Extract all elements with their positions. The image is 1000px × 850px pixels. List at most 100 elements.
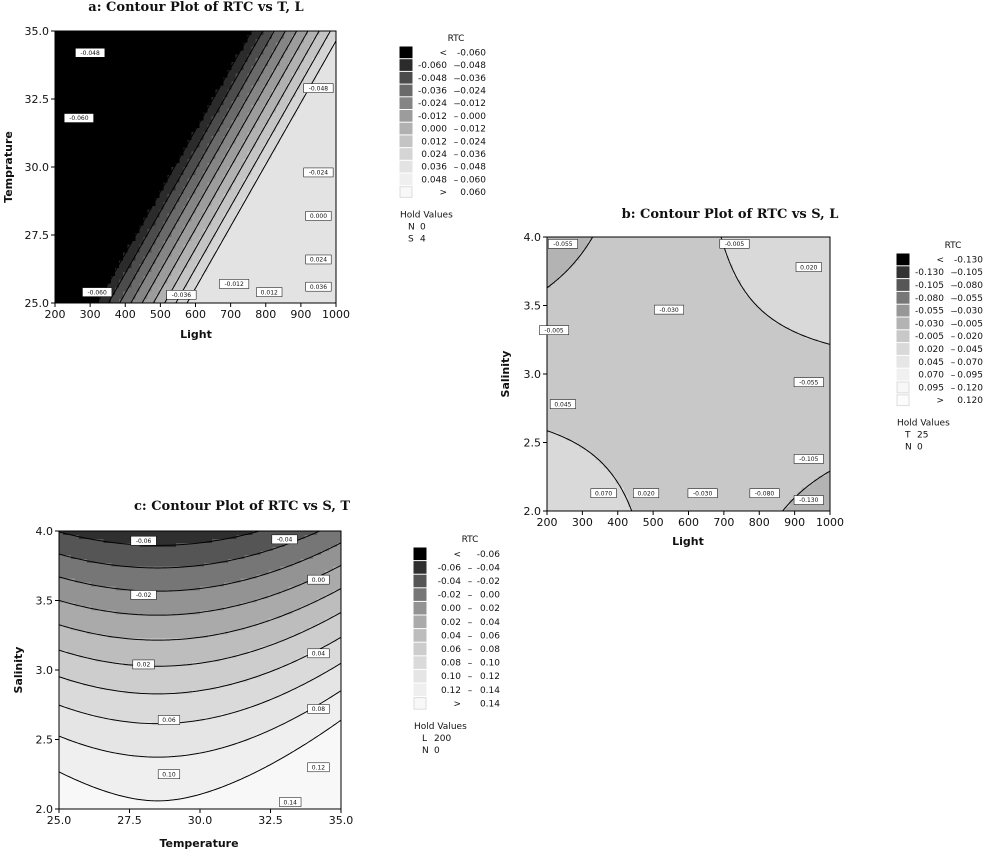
legend-range-high: -0.04	[477, 563, 501, 573]
legend-range-high: 0.02	[480, 604, 500, 614]
x-tick-label: 800	[255, 308, 276, 321]
panel-c-contour-labels: -0.06 -0.04 -0.02 0.00 0.02 0.04 0.06 0.08 0.10 0…	[130, 534, 330, 807]
x-tick-label: 1000	[322, 308, 350, 321]
legend-swatch	[399, 122, 413, 135]
contour-label: 0.02	[137, 662, 151, 669]
legend-range-high: 0.14	[480, 699, 500, 709]
legend-range-dash: –	[454, 99, 459, 109]
contour-label: 0.12	[312, 765, 326, 772]
y-tick-label: 35.0	[25, 25, 50, 38]
legend-swatch	[399, 71, 413, 84]
contour-label: -0.04	[277, 537, 293, 544]
panel-a-axes: 200 300 400 500 600 700 800 900 1000 25.0 27.5 30.0…	[25, 25, 351, 321]
legend-swatch	[896, 253, 910, 266]
legend-range-low: 0.045	[918, 358, 944, 368]
x-tick-label: 400	[115, 308, 136, 321]
legend-range-high: -0.105	[954, 268, 983, 278]
legend-swatch	[413, 683, 427, 697]
legend-range-dash: –	[951, 371, 956, 381]
legend-range-high: 0.060	[460, 175, 486, 185]
x-tick-label: 600	[185, 308, 206, 321]
contour-label: -0.02	[136, 592, 152, 599]
panel-a-contour-line-6	[165, 31, 320, 303]
x-tick-label: 700	[713, 516, 734, 529]
panel-a: a: Contour Plot of RTC vs T, L 200 300 400…	[2, 0, 486, 341]
contour-label: 0.06	[162, 717, 176, 724]
legend-range-dash: –	[468, 631, 473, 641]
legend-swatch	[896, 381, 910, 394]
legend-swatch	[896, 304, 910, 317]
contour-label-box	[130, 535, 157, 546]
legend-range-high: 0.070	[957, 358, 983, 368]
x-tick-label: 400	[607, 516, 628, 529]
x-tick-label: 300	[572, 516, 593, 529]
legend-swatch	[399, 84, 413, 97]
legend-range-high: -0.024	[457, 86, 486, 96]
legend-swatch	[399, 46, 413, 59]
legend-range-high: 0.045	[957, 345, 983, 355]
panel-a-contour-line-0	[97, 31, 252, 303]
contour-label-box	[749, 488, 780, 498]
legend-swatch	[413, 601, 427, 615]
legend-range-low: <	[453, 550, 461, 560]
panel-a-ylabel: Temprature	[2, 131, 15, 203]
legend-swatch	[896, 355, 910, 368]
legend-range-dash: –	[951, 319, 956, 329]
contour-label: -0.105	[799, 456, 819, 463]
legend-range-high: 0.036	[460, 150, 486, 160]
legend-range-dash: –	[454, 175, 459, 185]
contour-label-box	[305, 281, 332, 292]
contour-label-box	[157, 769, 181, 779]
hold-values-title: Hold Values	[897, 419, 950, 429]
legend-range-low: -0.005	[915, 332, 944, 342]
panel-b-contour-line-6	[547, 237, 830, 511]
contour-label-box	[256, 287, 283, 297]
panel-c-title: c: Contour Plot of RTC vs S, T	[134, 499, 350, 514]
legend-range-low: -0.105	[915, 281, 944, 291]
legend-range-dash: –	[951, 268, 956, 278]
contour-label-box	[547, 239, 578, 249]
y-tick-label: 4.0	[36, 525, 54, 538]
contour-label: 0.024	[310, 257, 327, 264]
panel-c-xlabel: Temperature	[159, 837, 238, 850]
legend-range-low: -0.036	[418, 86, 447, 96]
contour-label: -0.005	[544, 327, 564, 334]
panel-a-filled-bands	[55, 31, 336, 303]
legend-range-low: -0.055	[915, 307, 944, 317]
legend-range-low: >	[936, 396, 944, 406]
x-tick-label: 900	[784, 516, 805, 529]
legend-range-high: 0.10	[480, 659, 500, 669]
hold-values-title: Hold Values	[400, 210, 453, 220]
legend-swatch	[413, 629, 427, 642]
legend-range-high: -0.055	[954, 294, 983, 304]
panel-c-contour-line-10	[59, 720, 341, 801]
legend-range-dash: –	[468, 618, 473, 628]
legend-range-low: 0.095	[918, 383, 944, 393]
legend-range-dash: –	[454, 125, 459, 135]
legend-range-low: 0.012	[421, 137, 447, 147]
panel-a-plot-area	[55, 31, 336, 303]
legend-range-dash: –	[454, 61, 459, 71]
panel-a-contour-line-4	[142, 31, 297, 303]
panel-c-contour-line-5	[59, 589, 341, 641]
legend-range-dash: –	[951, 281, 956, 291]
contour-label-box	[539, 325, 570, 335]
legend-swatch	[413, 697, 427, 710]
legend-range-low: -0.04	[438, 577, 462, 587]
legend-range-low: -0.130	[915, 268, 944, 278]
hold-value-name: N	[422, 746, 429, 756]
panel-b-title: b: Contour Plot of RTC vs S, L	[622, 207, 839, 222]
y-tick-label: 25.0	[25, 297, 50, 310]
legend-range-high: -0.130	[954, 255, 983, 265]
legend-title: RTC	[448, 34, 465, 44]
y-tick-label: 30.0	[25, 161, 50, 174]
contour-label-box	[549, 399, 576, 409]
panel-a-legend: RTC< -0.060-0.060 –-0.048-0.048 –-0.036-0.0…	[399, 34, 486, 244]
legend-range-low: 0.048	[421, 175, 447, 185]
y-tick-label: 2.0	[524, 505, 542, 518]
legend-range-dash: –	[468, 577, 473, 587]
contour-label: 0.070	[595, 490, 612, 497]
legend-range-dash: –	[468, 563, 473, 573]
y-tick-label: 2.5	[524, 437, 542, 450]
contour-label-box	[305, 254, 332, 265]
